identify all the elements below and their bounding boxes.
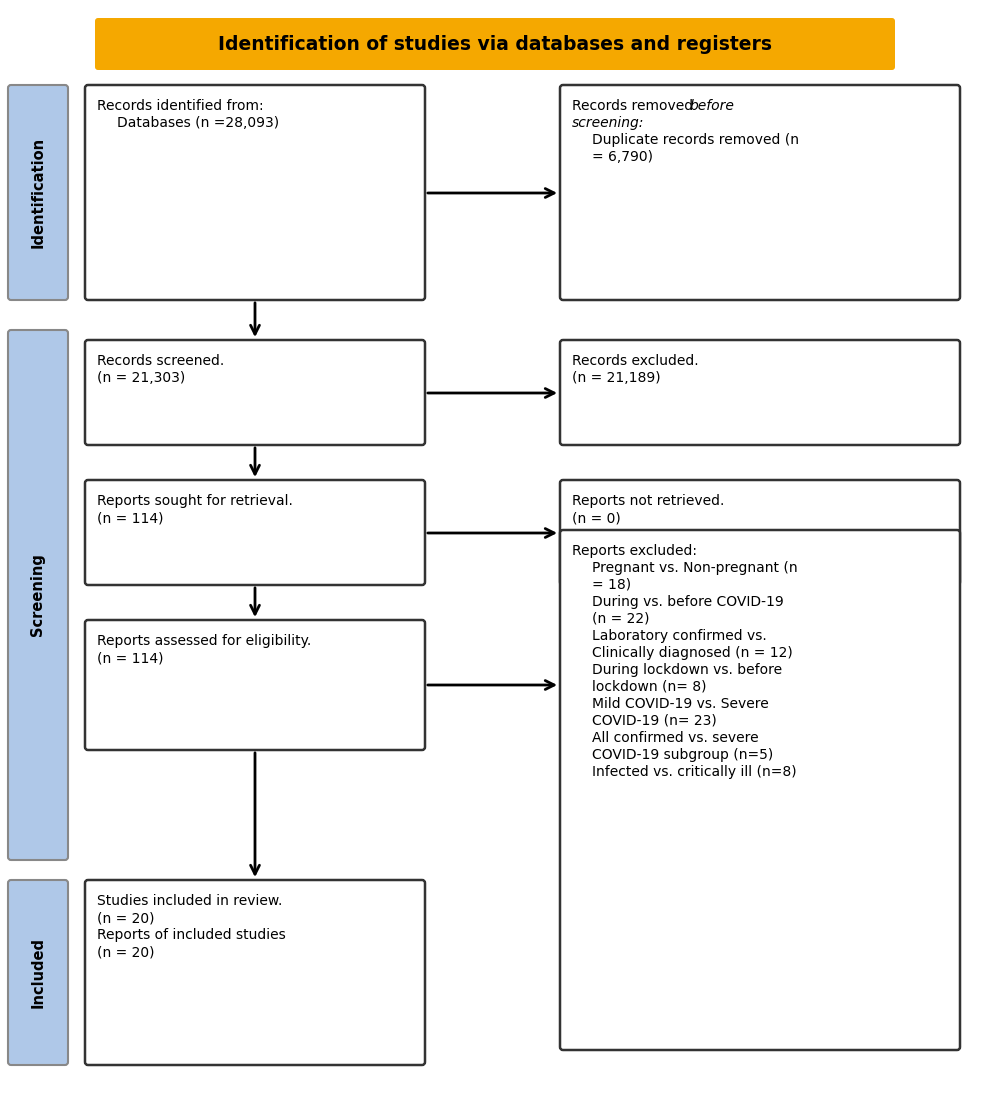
FancyBboxPatch shape xyxy=(8,330,68,860)
Text: Records removed: Records removed xyxy=(572,99,697,113)
FancyBboxPatch shape xyxy=(8,85,68,300)
Text: (n = 21,303): (n = 21,303) xyxy=(97,371,185,385)
Text: lockdown (n= 8): lockdown (n= 8) xyxy=(592,680,707,694)
Text: (n = 20): (n = 20) xyxy=(97,911,155,925)
Text: Clinically diagnosed (n = 12): Clinically diagnosed (n = 12) xyxy=(592,646,793,660)
Text: Reports assessed for eligibility.: Reports assessed for eligibility. xyxy=(97,634,312,648)
FancyBboxPatch shape xyxy=(85,880,425,1064)
Text: Identification of studies via databases and registers: Identification of studies via databases … xyxy=(218,34,772,53)
Text: Records screened.: Records screened. xyxy=(97,354,224,369)
Text: Pregnant vs. Non-pregnant (n: Pregnant vs. Non-pregnant (n xyxy=(592,561,798,575)
Text: (n = 114): (n = 114) xyxy=(97,650,164,665)
Text: Included: Included xyxy=(31,937,45,1008)
Text: Records excluded.: Records excluded. xyxy=(572,354,699,369)
Text: Mild COVID-19 vs. Severe: Mild COVID-19 vs. Severe xyxy=(592,697,769,712)
Text: Reports of included studies: Reports of included studies xyxy=(97,928,286,942)
Text: (n = 22): (n = 22) xyxy=(592,612,650,626)
Text: Reports not retrieved.: Reports not retrieved. xyxy=(572,494,725,508)
Text: Screening: Screening xyxy=(31,554,45,636)
Text: Reports sought for retrieval.: Reports sought for retrieval. xyxy=(97,494,293,508)
Text: (n = 0): (n = 0) xyxy=(572,511,621,525)
Text: All confirmed vs. severe: All confirmed vs. severe xyxy=(592,731,758,745)
Text: During vs. before COVID-19: During vs. before COVID-19 xyxy=(592,595,784,609)
FancyBboxPatch shape xyxy=(560,480,960,585)
FancyBboxPatch shape xyxy=(85,85,425,300)
Text: COVID-19 subgroup (n=5): COVID-19 subgroup (n=5) xyxy=(592,748,773,761)
Text: (n = 114): (n = 114) xyxy=(97,511,164,525)
FancyBboxPatch shape xyxy=(560,340,960,445)
Text: = 18): = 18) xyxy=(592,578,631,592)
FancyBboxPatch shape xyxy=(85,480,425,585)
Text: Infected vs. critically ill (n=8): Infected vs. critically ill (n=8) xyxy=(592,765,797,779)
Text: Studies included in review.: Studies included in review. xyxy=(97,894,282,908)
Text: COVID-19 (n= 23): COVID-19 (n= 23) xyxy=(592,714,717,728)
FancyBboxPatch shape xyxy=(85,340,425,445)
Text: (n = 21,189): (n = 21,189) xyxy=(572,371,661,385)
FancyBboxPatch shape xyxy=(85,620,425,750)
Text: (n = 20): (n = 20) xyxy=(97,945,155,959)
FancyBboxPatch shape xyxy=(560,85,960,300)
Text: Reports excluded:: Reports excluded: xyxy=(572,544,697,558)
Text: screening:: screening: xyxy=(572,117,645,130)
FancyBboxPatch shape xyxy=(560,529,960,1050)
Text: = 6,790): = 6,790) xyxy=(592,150,653,164)
FancyBboxPatch shape xyxy=(95,18,895,70)
Text: Databases (n =28,093): Databases (n =28,093) xyxy=(117,117,279,130)
Text: Duplicate records removed (n: Duplicate records removed (n xyxy=(592,133,799,147)
Text: Identification: Identification xyxy=(31,137,45,248)
Text: Records identified from:: Records identified from: xyxy=(97,99,263,113)
Text: before: before xyxy=(690,99,735,113)
FancyBboxPatch shape xyxy=(8,880,68,1064)
Text: During lockdown vs. before: During lockdown vs. before xyxy=(592,663,782,677)
Text: Laboratory confirmed vs.: Laboratory confirmed vs. xyxy=(592,629,767,643)
